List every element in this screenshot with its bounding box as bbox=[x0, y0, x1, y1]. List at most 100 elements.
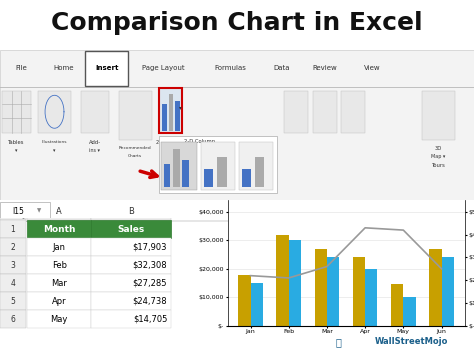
Bar bbox=[441, 257, 454, 326]
Bar bbox=[91, 274, 171, 292]
Text: Map ▾: Map ▾ bbox=[431, 154, 446, 159]
Text: 1: 1 bbox=[10, 225, 15, 234]
Bar bbox=[81, 91, 109, 133]
Text: Recommended: Recommended bbox=[118, 146, 152, 150]
Bar bbox=[0, 292, 26, 310]
Text: May: May bbox=[50, 315, 68, 324]
Bar bbox=[161, 142, 197, 190]
Bar bbox=[0, 256, 26, 274]
Bar bbox=[327, 257, 339, 326]
Bar bbox=[242, 169, 251, 187]
Bar bbox=[27, 274, 91, 292]
Text: I15: I15 bbox=[12, 207, 24, 216]
Text: 5: 5 bbox=[10, 297, 16, 306]
Text: :: : bbox=[55, 207, 58, 216]
Bar bbox=[91, 292, 171, 310]
Text: Insert: Insert bbox=[95, 65, 118, 71]
Bar bbox=[38, 91, 71, 133]
Bar bbox=[391, 285, 403, 326]
Bar bbox=[0, 202, 26, 221]
Bar bbox=[403, 297, 416, 326]
Bar bbox=[91, 221, 171, 238]
Bar bbox=[169, 94, 173, 131]
Text: Add-: Add- bbox=[89, 140, 101, 145]
Text: Apr: Apr bbox=[52, 297, 66, 306]
Text: B: B bbox=[128, 207, 134, 216]
Text: ins ▾: ins ▾ bbox=[89, 148, 100, 153]
Bar bbox=[0, 221, 26, 238]
Bar bbox=[27, 202, 91, 221]
Bar bbox=[422, 91, 455, 140]
Text: 2: 2 bbox=[10, 243, 15, 252]
Text: 3D: 3D bbox=[435, 146, 442, 151]
Bar bbox=[27, 238, 91, 256]
Text: $27,285: $27,285 bbox=[133, 279, 167, 288]
Bar bbox=[239, 142, 273, 190]
Bar bbox=[85, 51, 128, 86]
Bar bbox=[0, 202, 50, 221]
Bar bbox=[365, 269, 377, 326]
Bar bbox=[289, 240, 301, 326]
Text: Mar: Mar bbox=[51, 279, 67, 288]
Text: 4: 4 bbox=[10, 279, 16, 288]
Bar bbox=[173, 149, 180, 187]
Bar bbox=[175, 101, 180, 131]
Text: Illustrations: Illustrations bbox=[42, 140, 67, 144]
Text: 6: 6 bbox=[10, 315, 16, 324]
Bar bbox=[315, 249, 327, 326]
Bar bbox=[255, 157, 264, 187]
Bar bbox=[353, 257, 365, 326]
Bar bbox=[0, 238, 26, 256]
Text: View: View bbox=[364, 65, 381, 71]
Bar bbox=[0, 310, 26, 328]
Bar bbox=[91, 310, 171, 328]
Bar bbox=[162, 104, 167, 131]
Text: Formulas: Formulas bbox=[214, 65, 246, 71]
Bar bbox=[164, 164, 170, 187]
Text: Tables: Tables bbox=[9, 140, 25, 145]
Bar bbox=[118, 91, 152, 140]
Bar bbox=[27, 310, 91, 328]
Bar bbox=[251, 283, 263, 326]
Text: Sales: Sales bbox=[117, 225, 145, 234]
Text: ▼: ▼ bbox=[36, 209, 41, 214]
Text: 2-D Column: 2-D Column bbox=[183, 139, 215, 144]
Bar bbox=[313, 91, 337, 133]
Bar bbox=[91, 202, 171, 221]
Text: Review: Review bbox=[312, 65, 337, 71]
Bar bbox=[276, 234, 289, 326]
Bar bbox=[204, 169, 213, 187]
Text: 3: 3 bbox=[10, 261, 16, 270]
Bar bbox=[284, 91, 308, 133]
Polygon shape bbox=[2, 204, 24, 218]
Text: A: A bbox=[56, 207, 62, 216]
Text: ▾: ▾ bbox=[15, 148, 18, 153]
Bar bbox=[27, 292, 91, 310]
Bar bbox=[91, 238, 171, 256]
Bar bbox=[182, 160, 189, 187]
Text: $24,738: $24,738 bbox=[133, 297, 167, 306]
Bar bbox=[2, 91, 31, 133]
Text: Data: Data bbox=[274, 65, 290, 71]
Bar bbox=[217, 157, 227, 187]
Text: ▾: ▾ bbox=[179, 105, 182, 110]
Bar bbox=[341, 91, 365, 133]
Text: $32,308: $32,308 bbox=[133, 261, 167, 270]
Bar bbox=[0, 274, 26, 292]
Bar bbox=[238, 275, 251, 326]
Text: Page Layout: Page Layout bbox=[142, 65, 185, 71]
Bar bbox=[159, 136, 277, 193]
Bar bbox=[27, 221, 91, 238]
Text: Charts: Charts bbox=[128, 154, 142, 158]
Bar bbox=[159, 88, 182, 133]
Bar bbox=[91, 256, 171, 274]
Bar bbox=[429, 249, 441, 326]
Text: ▾: ▾ bbox=[53, 148, 56, 153]
Text: Tours: Tours bbox=[431, 163, 446, 168]
Text: 🎩: 🎩 bbox=[336, 337, 342, 347]
Text: Feb: Feb bbox=[52, 261, 67, 270]
Text: WallStreetMojo: WallStreetMojo bbox=[374, 337, 447, 347]
Text: $14,705: $14,705 bbox=[133, 315, 167, 324]
Text: Jan: Jan bbox=[53, 243, 66, 252]
Text: Comparison Chart in Excel: Comparison Chart in Excel bbox=[51, 10, 423, 35]
